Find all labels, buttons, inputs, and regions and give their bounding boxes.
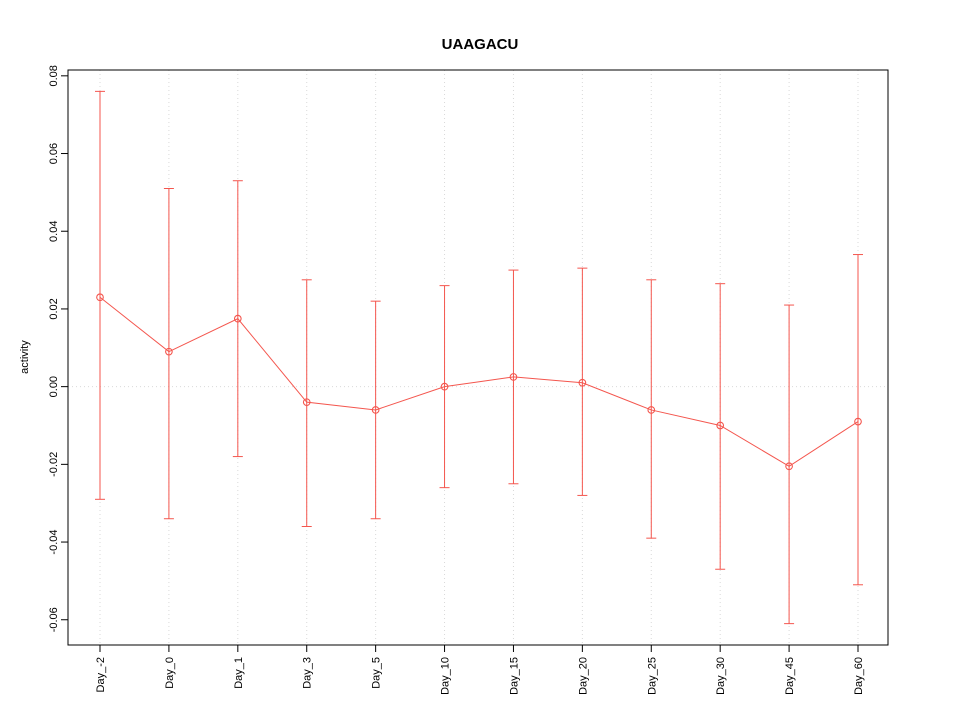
series-line (99, 296, 859, 467)
data-point (578, 378, 587, 387)
y-tick-label: -0.04 (48, 530, 60, 555)
data-point (854, 417, 862, 426)
x-tick-label: Day_5 (371, 657, 383, 689)
chart-title: UAAGACU (441, 36, 519, 53)
x-tick-label: Day_60 (853, 657, 865, 695)
x-tick-label: Day_20 (577, 657, 589, 695)
data-point (440, 382, 449, 391)
x-tick-label: Day_45 (784, 657, 796, 695)
data-point (371, 406, 380, 414)
data-point (233, 314, 242, 323)
data-point (96, 293, 104, 302)
data-point (302, 398, 311, 407)
y-tick-label: -0.02 (48, 452, 60, 477)
y-tick-label: -0.06 (48, 607, 60, 632)
data-point (509, 373, 518, 381)
data-point (165, 347, 173, 356)
x-tick-label: Day_-2 (95, 657, 107, 692)
x-tick-label: Day_25 (646, 657, 658, 695)
x-tick-label: Day_10 (440, 657, 452, 695)
y-tick-label: 0.06 (48, 143, 60, 164)
x-tick-label: Day_3 (302, 657, 314, 689)
x-tick-label: Day_30 (715, 657, 727, 695)
y-tick-label: 0.02 (48, 298, 60, 319)
data-point (716, 421, 725, 430)
y-tick-label: 0.08 (48, 65, 60, 86)
plot-box (67, 69, 889, 646)
y-tick-label: 0.00 (48, 376, 60, 397)
data-point (785, 462, 793, 471)
y-tick-label: 0.04 (48, 221, 60, 242)
data-point (647, 406, 656, 414)
x-tick-label: Day_0 (164, 657, 176, 689)
x-tick-label: Day_1 (233, 657, 245, 689)
x-tick-label: Day_15 (508, 657, 520, 695)
